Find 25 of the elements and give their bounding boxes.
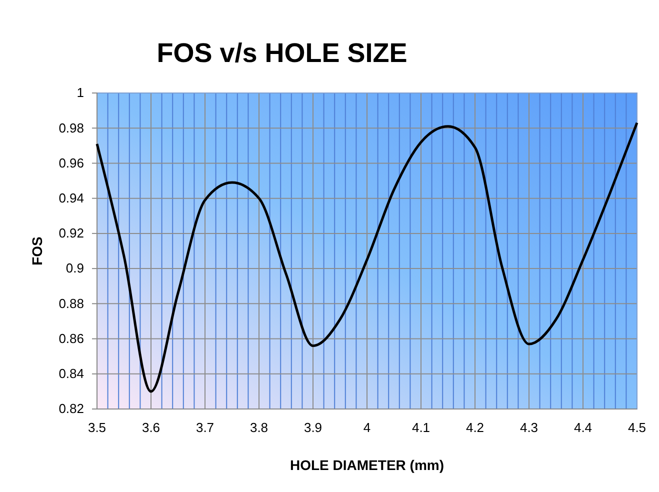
- y-tick-label: 0.88: [58, 296, 84, 311]
- y-tick-label: 0.82: [58, 401, 84, 416]
- y-tick-label: 0.98: [58, 120, 84, 136]
- y-tick-label: 0.94: [58, 190, 84, 206]
- x-tick-label: 3.5: [88, 420, 106, 436]
- y-axis-title: FOS: [29, 236, 45, 266]
- y-tick-label: 0.9: [66, 260, 84, 276]
- y-tick-label: 1: [76, 85, 84, 100]
- x-tick-label: 4.4: [574, 420, 592, 436]
- x-tick-label: 4.5: [628, 420, 646, 436]
- y-tick-label: 0.86: [58, 330, 84, 346]
- x-tick-label: 4.2: [466, 420, 484, 436]
- x-tick-label: 3.8: [250, 420, 268, 436]
- line-series: [96, 122, 638, 393]
- x-tick-label: 4.3: [520, 420, 538, 436]
- y-tick-label: 0.84: [58, 366, 84, 382]
- chart-title: FOS v/s HOLE SIZE: [156, 38, 408, 68]
- x-tick-label: 3.6: [142, 420, 160, 436]
- x-tick-label: 4.1: [412, 420, 430, 436]
- x-tick-label: 3.9: [304, 420, 322, 436]
- y-tick-label: 0.96: [58, 155, 84, 170]
- x-axis-title: HOLE DIAMETER (mm): [290, 457, 444, 473]
- y-tick-label: 0.92: [58, 226, 84, 241]
- x-tick-label: 3.7: [196, 420, 214, 436]
- x-tick-label: 4: [363, 420, 371, 436]
